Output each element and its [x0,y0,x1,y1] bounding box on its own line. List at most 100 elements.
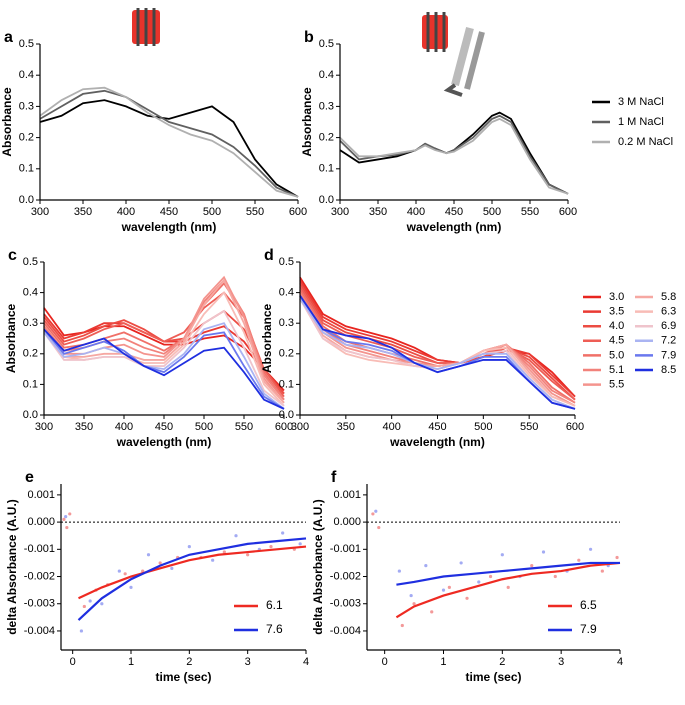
y-tick-label: 0.5 [19,38,34,50]
panel-label: d [264,247,274,264]
scatter-point [397,569,401,573]
legend-label: 4.0 [609,320,624,332]
scatter-point [588,547,593,551]
y-tick-label: 0.001 [27,489,55,501]
y-tick-label: 0.4 [279,287,294,299]
x-tick-label: 550 [235,421,253,433]
panel-label: c [8,247,17,264]
y-tick-label: 0.5 [319,38,334,50]
y-tick-label: 0.0 [319,194,334,206]
x-tick-label: 0 [382,656,388,668]
data-line [39,86,299,198]
scatter-point [129,585,133,590]
data-line [299,298,576,410]
panel-label: b [304,29,314,46]
legend-label: 3.5 [609,306,624,318]
data-line [339,111,569,195]
data-line [39,89,299,198]
data-line [339,117,569,195]
y-tick-label: 0.2 [19,132,34,144]
scatter-point [600,569,604,573]
x-tick-label: 600 [289,206,307,218]
y-tick-label: 0.2 [319,132,334,144]
x-tick-label: 400 [407,206,425,218]
y-tick-label: 0.1 [279,378,294,390]
legend-label: 7.9 [661,349,676,361]
y-tick-label: -0.002 [330,570,361,582]
scatter-point [187,544,191,549]
panel-label: e [25,469,34,486]
scatter-point [100,602,104,606]
x-tick-label: 500 [483,206,501,218]
x-tick-label: 600 [275,421,293,433]
data-line [299,295,576,410]
legend-label: 6.9 [661,320,676,332]
scatter-point [615,555,619,560]
x-tick-label: 350 [74,206,92,218]
scatter-point [374,509,378,513]
y-tick-label: -0.003 [330,598,361,610]
scatter-point [477,580,481,584]
x-tick-label: 350 [337,421,355,433]
y-tick-label: -0.003 [24,598,55,610]
legend-label: 6.3 [661,306,676,318]
y-axis-label: Absorbance [260,304,274,374]
scatter-point [465,596,469,600]
x-tick-label: 400 [382,421,400,433]
data-line [43,278,285,404]
x-axis-label: wavelength (nm) [406,220,502,234]
data-line [39,99,299,198]
x-tick-label: 550 [246,206,264,218]
x-axis-label: wavelength (nm) [121,220,217,234]
x-tick-label: 350 [369,206,387,218]
scatter-point [412,602,416,606]
x-tick-label: 4 [303,656,309,668]
x-axis-label: wavelength (nm) [116,435,212,449]
scatter-point [65,525,69,530]
scatter-point [400,623,404,628]
x-axis-label: time (sec) [155,670,211,684]
scatter-point [553,574,557,579]
x-tick-label: 0 [70,656,76,668]
scatter-point [123,572,127,576]
data-line [339,114,569,195]
data-line [299,298,576,407]
scatter-point [64,515,68,519]
legend-label: 5.5 [609,379,624,391]
scatter-point [146,553,151,557]
scatter-point [79,629,84,633]
x-tick-label: 450 [160,206,178,218]
scatter-point [371,512,375,516]
x-tick-label: 450 [428,421,446,433]
origami-icon-a [132,8,160,46]
y-axis-label: Absorbance [0,87,14,157]
y-tick-label: 0.5 [279,256,294,268]
y-tick-label: 0.001 [333,489,361,501]
scatter-point [68,512,72,516]
x-tick-label: 2 [499,656,505,668]
scatter-point [62,517,66,521]
x-tick-label: 300 [291,421,309,433]
y-axis-label: delta Absorbance (A.U.) [5,499,19,635]
legend-label: 1 M NaCl [618,116,664,128]
y-axis-label: Absorbance [4,304,18,374]
data-line [43,309,285,407]
data-line [43,328,285,410]
x-axis-label: wavelength (nm) [389,435,485,449]
x-tick-label: 1 [128,656,134,668]
data-line [395,561,621,619]
data-line [78,545,307,600]
y-tick-label: 0.0 [23,409,38,421]
y-axis-label: Absorbance [300,87,314,157]
x-tick-label: 450 [155,421,173,433]
data-line [43,322,285,410]
legend-label: 7.2 [661,335,676,347]
legend-label: 5.8 [661,291,676,303]
scatter-point [530,564,534,568]
scatter-point [88,599,92,603]
legend-label: 7.6 [266,622,283,636]
x-tick-label: 550 [520,421,538,433]
x-tick-label: 3 [558,656,564,668]
x-tick-label: 500 [474,421,492,433]
panel-label: a [4,29,13,46]
